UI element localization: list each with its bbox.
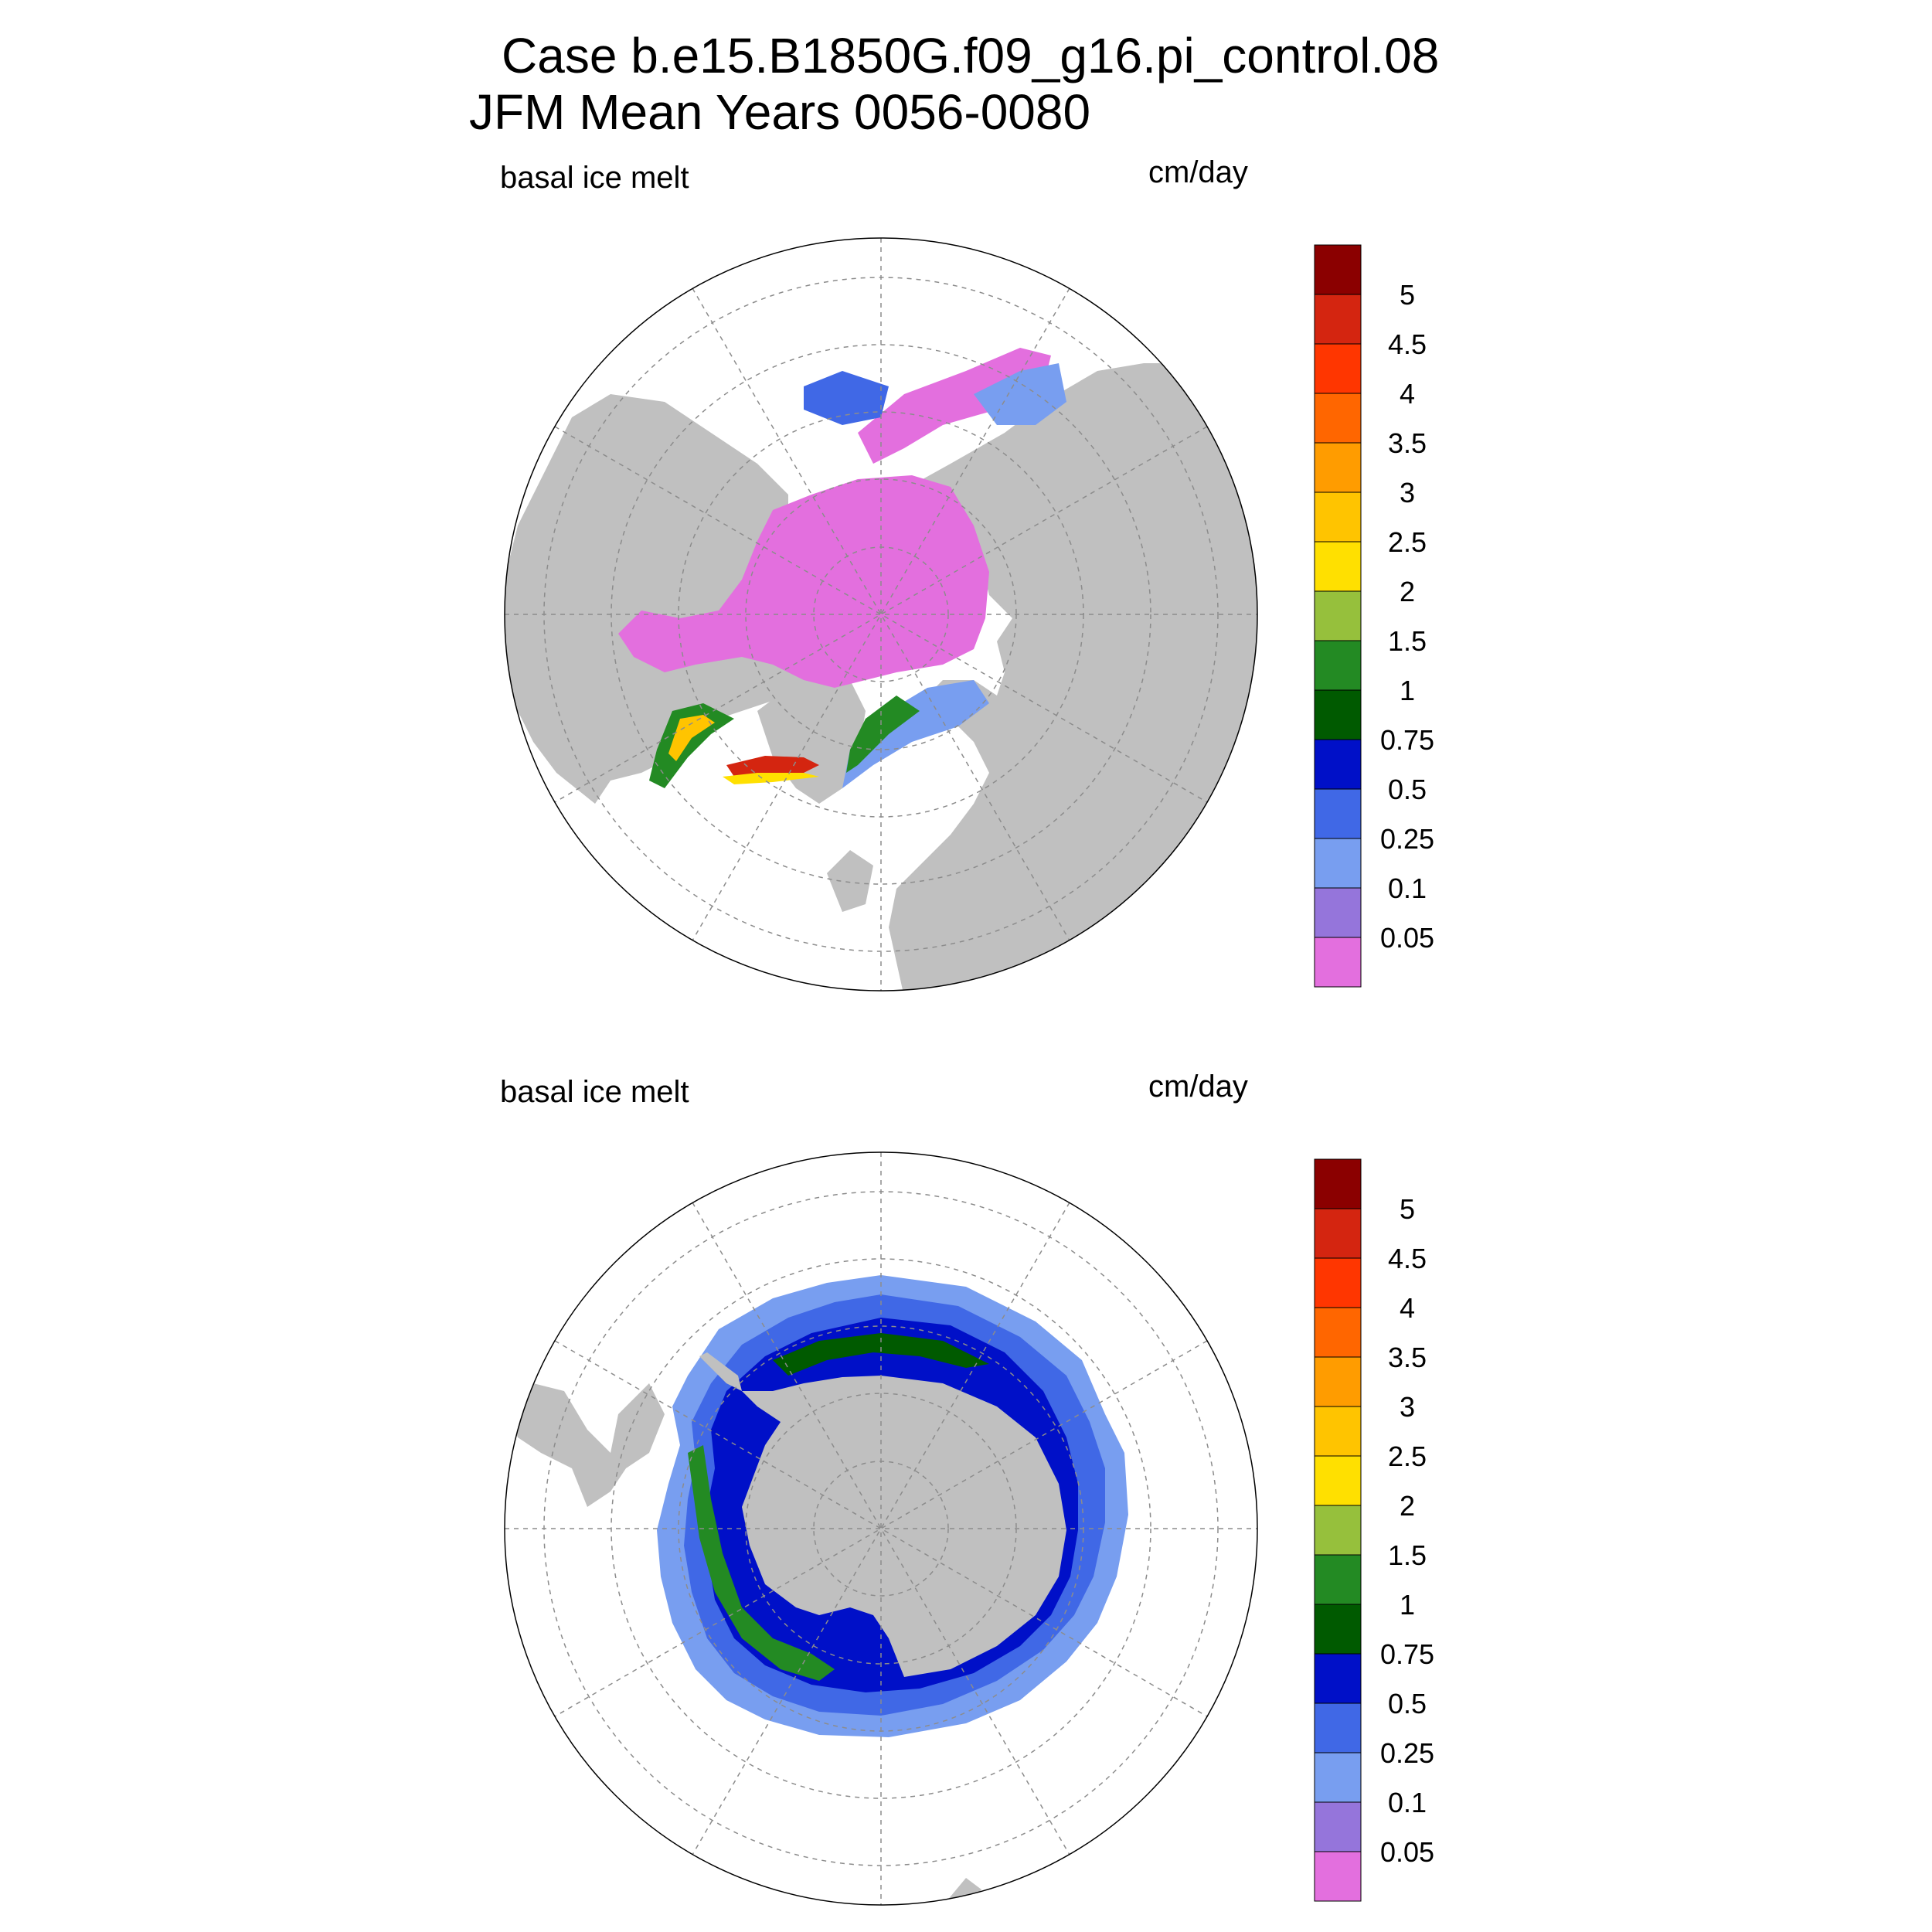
- north-colorbar-box: [1314, 640, 1362, 691]
- north-colorbar-box: [1314, 788, 1362, 839]
- north-graticule: [505, 238, 1257, 991]
- north-colorbar-box: [1314, 244, 1362, 295]
- south-colorbar-box: [1314, 1851, 1362, 1902]
- north-colorbar-tick-label: 0.5: [1388, 774, 1427, 805]
- south-colorbar-tick-label: 3.5: [1388, 1342, 1427, 1373]
- south-america-land: [506, 1383, 665, 1507]
- north-colorbar-tick-label: 4.5: [1388, 328, 1427, 360]
- north-colorbar-tick-label: 4: [1400, 378, 1415, 410]
- south-colorbar-tick-label: 0.1: [1388, 1787, 1427, 1818]
- north-colorbar-tick-label: 0.75: [1380, 724, 1434, 756]
- north-polar-map: [504, 237, 1258, 992]
- south-colorbar-box: [1314, 1554, 1362, 1605]
- north-colorbar-tick-label: 2.5: [1388, 526, 1427, 558]
- north-colorbar-tick-label: 0.05: [1380, 922, 1434, 954]
- greenland-sea-ice-band: [846, 696, 920, 773]
- south-colorbar-box: [1314, 1505, 1362, 1556]
- south-colorbar-tick-label: 3: [1400, 1391, 1415, 1423]
- labrador-ice-band: [649, 703, 734, 788]
- weddell-ice-band: [688, 1445, 835, 1681]
- south-colorbar-box: [1314, 1752, 1362, 1803]
- southern-ice-band: [773, 1333, 989, 1376]
- north-colorbar-box: [1314, 294, 1362, 345]
- south-colorbar-tick-label: 4: [1400, 1292, 1415, 1324]
- north-colorbar-box: [1314, 838, 1362, 889]
- bering-ice-lowest-melt: [858, 348, 1051, 464]
- eurasia-land: [889, 363, 1257, 991]
- south-colorbar-box: [1314, 1257, 1362, 1308]
- south-colorbar-tick-label: 0.25: [1380, 1737, 1434, 1769]
- okhotsk-ice-low-melt: [974, 363, 1066, 425]
- south-polar-map: [504, 1151, 1258, 1906]
- south-colorbar: 0.05 0.1 0.25 0.5 0.75 1 1.5 2 2.5 3 3.5 4 4.5 5: [1314, 1158, 1434, 1902]
- south-colorbar-tick-label: 1.5: [1388, 1539, 1427, 1571]
- south-colorbar-tick-label: 2.5: [1388, 1440, 1427, 1472]
- north-colorbar: 0.05 0.1 0.25 0.5 0.75 1 1.5 2 2.5 3 3.5 4 4.5 5: [1314, 244, 1434, 988]
- south-colorbar-tick-label: 2: [1400, 1490, 1415, 1522]
- north-colorbar-box: [1314, 887, 1362, 938]
- north-colorbar-tick-label: 5: [1400, 279, 1415, 311]
- british-isles-land: [827, 850, 873, 912]
- antarctic-peninsula-land: [699, 1352, 742, 1391]
- north-variable-label: basal ice melt: [500, 161, 689, 195]
- arctic-ice-lowest-melt: [618, 475, 989, 688]
- south-colorbar-box: [1314, 1801, 1362, 1852]
- north-colorbar-box: [1314, 492, 1362, 543]
- south-colorbar-tick-label: 1: [1400, 1589, 1415, 1621]
- north-colorbar-box: [1314, 739, 1362, 790]
- figure-title: Case b.e15.B1850G.f09_g16.pi_control.08: [502, 28, 1440, 83]
- south-colorbar-tick-label: 0.05: [1380, 1836, 1434, 1868]
- south-units-label: cm/day: [1148, 1070, 1248, 1104]
- south-colorbar-box: [1314, 1702, 1362, 1753]
- south-colorbar-tick-label: 4.5: [1388, 1243, 1427, 1274]
- denmark-strait-ice-peak: [726, 756, 819, 777]
- south-colorbar-box: [1314, 1307, 1362, 1358]
- north-colorbar-box: [1314, 689, 1362, 740]
- antarctica-land: [742, 1376, 1066, 1677]
- north-colorbar-box: [1314, 393, 1362, 444]
- north-colorbar-box: [1314, 541, 1362, 592]
- barents-ice-low-melt: [842, 680, 989, 788]
- south-colorbar-box: [1314, 1604, 1362, 1655]
- south-graticule: [505, 1152, 1257, 1905]
- south-colorbar-box: [1314, 1356, 1362, 1407]
- south-colorbar-tick-label: 0.5: [1388, 1688, 1427, 1719]
- north-colorbar-box: [1314, 442, 1362, 493]
- north-colorbar-tick-label: 0.1: [1388, 872, 1427, 904]
- south-colorbar-tick-label: 5: [1400, 1193, 1415, 1225]
- bering-ice-low-melt: [804, 371, 889, 425]
- north-colorbar-tick-label: 3.5: [1388, 427, 1427, 459]
- north-colorbar-tick-label: 1: [1400, 675, 1415, 706]
- denmark-strait-ice-band: [723, 773, 819, 784]
- south-colorbar-box: [1314, 1208, 1362, 1259]
- south-variable-label: basal ice melt: [500, 1075, 689, 1109]
- figure-subtitle: JFM Mean Years 0056-0080: [469, 84, 1091, 140]
- north-units-label: cm/day: [1148, 155, 1248, 189]
- north-america-land: [505, 394, 819, 804]
- north-colorbar-tick-label: 1.5: [1388, 625, 1427, 657]
- north-colorbar-tick-label: 0.25: [1380, 823, 1434, 855]
- north-colorbar-box: [1314, 343, 1362, 394]
- north-colorbar-tick-label: 3: [1400, 477, 1415, 509]
- south-colorbar-box: [1314, 1158, 1362, 1209]
- south-colorbar-tick-label: 0.75: [1380, 1638, 1434, 1670]
- labrador-ice-peak: [668, 715, 715, 761]
- north-colorbar-box: [1314, 937, 1362, 988]
- south-colorbar-box: [1314, 1653, 1362, 1704]
- north-colorbar-tick-label: 2: [1400, 576, 1415, 607]
- south-colorbar-box: [1314, 1455, 1362, 1506]
- south-colorbar-box: [1314, 1406, 1362, 1457]
- north-colorbar-box: [1314, 590, 1362, 641]
